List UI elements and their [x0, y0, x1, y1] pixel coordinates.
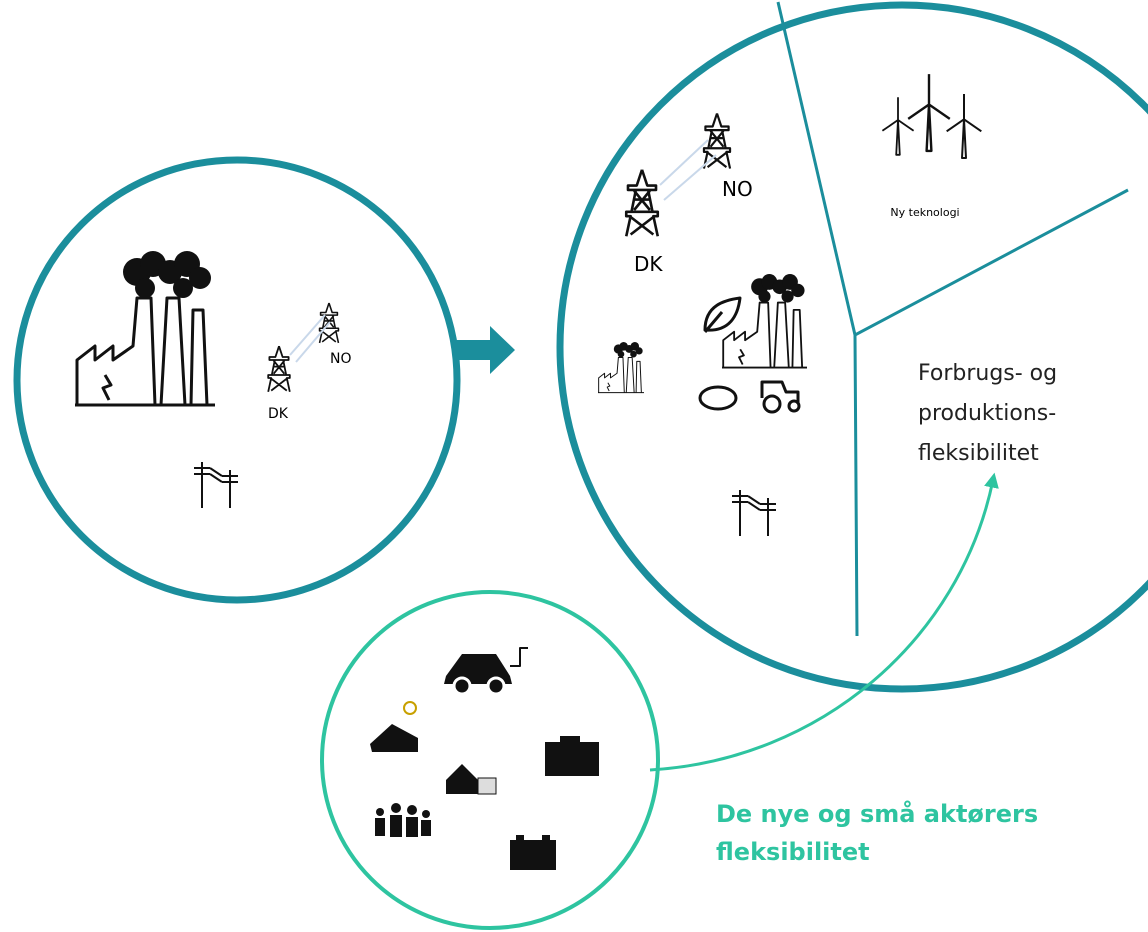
- biomass-plant-icon: [722, 274, 807, 368]
- circle-outline: [322, 592, 658, 928]
- page: DK NO DK NO Ny teknologi Forbrugs- og pr…: [0, 0, 1148, 932]
- country-label: NO: [330, 351, 352, 367]
- segment-label: produktions-: [918, 401, 1056, 426]
- segment-label: Forbrugs- og: [918, 361, 1057, 386]
- country-label: NO: [722, 177, 753, 201]
- factory-icon: [75, 251, 215, 405]
- current-system-circle: DK NO: [17, 160, 457, 600]
- poles-icon: [194, 462, 238, 508]
- wind-turbine-icon: [908, 74, 950, 151]
- caption: fleksibilitet: [716, 838, 870, 866]
- ev-icon: [444, 648, 528, 694]
- connection-line: [664, 155, 716, 200]
- connection-line: [660, 140, 708, 185]
- country-label: DK: [268, 406, 289, 422]
- tractor-icon: [762, 382, 799, 412]
- pig-icon: [700, 387, 736, 409]
- diagram: DK NO DK NO Ny teknologi Forbrugs- og pr…: [0, 0, 1148, 932]
- wind-turbine-icon: [882, 97, 913, 155]
- circle-outline: [17, 160, 457, 600]
- solar-house-icon: [370, 702, 418, 752]
- segment-divider: [778, 2, 1128, 636]
- office-building-icon: [545, 736, 599, 776]
- poles-icon: [732, 490, 776, 536]
- wind-turbine-icon: [947, 94, 982, 158]
- house-heatpump-icon: [446, 764, 496, 794]
- segment-label: Ny teknologi: [890, 206, 959, 219]
- family-icon: [375, 803, 431, 837]
- small-factory-icon: [598, 342, 644, 393]
- small-actors-circle: De nye og små aktørers fleksibilitet: [322, 480, 1038, 928]
- country-label: DK: [634, 252, 663, 276]
- pylon-icon: [626, 170, 658, 237]
- future-system-circle: DK NO Ny teknologi Forbrugs- og produkti…: [560, 2, 1148, 689]
- transition-arrow: [456, 326, 515, 374]
- battery-icon: [510, 835, 556, 870]
- leaf-icon: [705, 298, 740, 332]
- segment-label: fleksibilitet: [918, 441, 1039, 466]
- pylon-icon: [268, 346, 290, 392]
- caption: De nye og små aktørers: [716, 799, 1038, 828]
